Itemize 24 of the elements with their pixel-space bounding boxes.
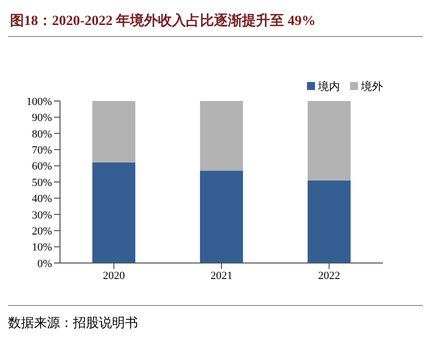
legend-label: 境外 xyxy=(360,78,383,94)
y-tick-label: 30% xyxy=(32,209,52,222)
y-tick-label: 20% xyxy=(32,226,52,238)
source-note: 数据来源：招股说明书 xyxy=(8,315,139,332)
x-tick-label: 2021 xyxy=(210,270,232,282)
bar xyxy=(308,180,351,263)
y-tick-label: 90% xyxy=(32,112,52,124)
bar xyxy=(200,170,243,263)
bar xyxy=(308,101,351,180)
y-tick-label: 50% xyxy=(32,176,52,189)
bar xyxy=(200,101,243,171)
y-tick-label: 0% xyxy=(37,258,52,270)
y-tick-label: 10% xyxy=(32,242,52,254)
x-tick-label: 2022 xyxy=(318,270,340,282)
y-tick-label: 70% xyxy=(32,144,52,157)
y-tick-label: 60% xyxy=(32,160,52,173)
x-tick-label: 2020 xyxy=(102,270,126,282)
bar xyxy=(92,162,136,263)
y-tick-label: 40% xyxy=(32,193,52,206)
y-tick-label: 100% xyxy=(26,96,52,108)
bar xyxy=(92,101,136,163)
chart-title: 图18：2020-2022 年境外收入占比逐渐提升至 49% xyxy=(8,8,423,37)
legend-label: 境内 xyxy=(317,78,340,94)
y-tick-label: 80% xyxy=(32,128,52,140)
